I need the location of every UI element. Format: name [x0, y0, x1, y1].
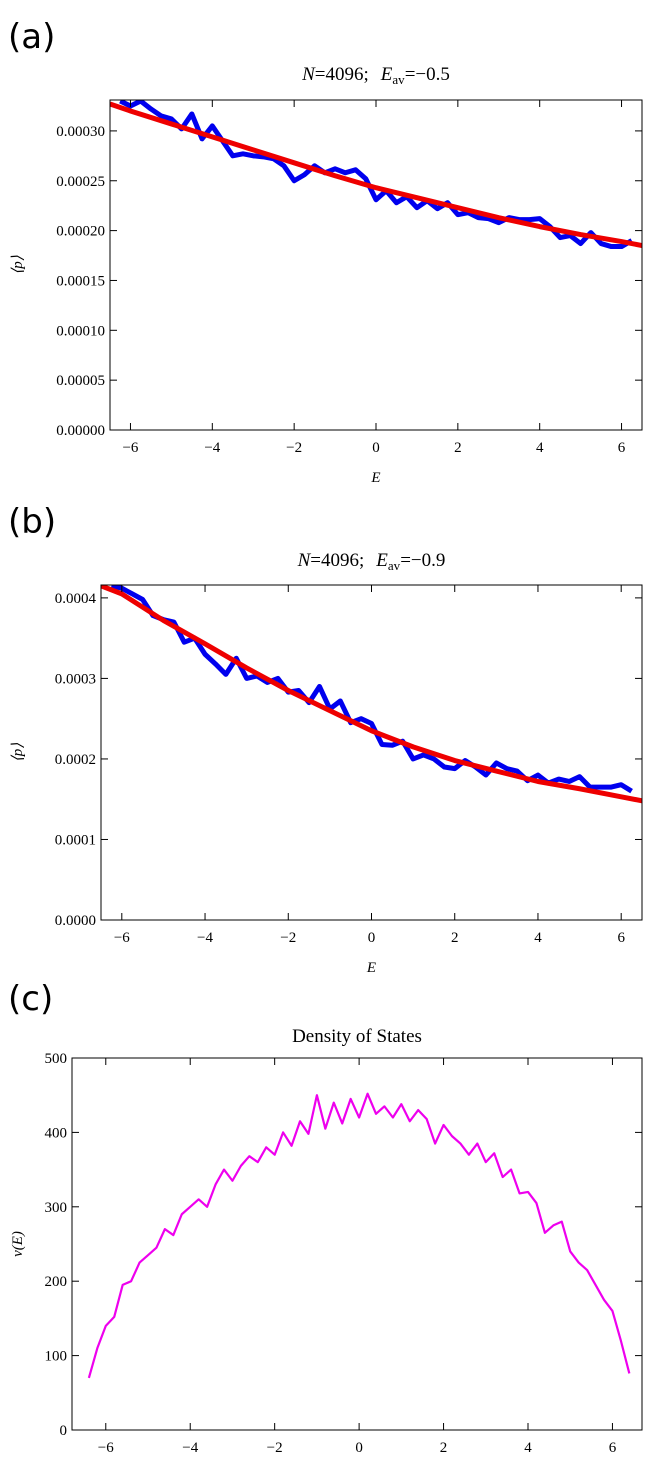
- title-part: =4096;: [310, 550, 364, 571]
- data-line: [110, 585, 633, 794]
- y-tick-label: 300: [45, 1200, 68, 1216]
- y-tick-label: 200: [45, 1274, 68, 1290]
- data-line: [119, 100, 634, 250]
- chart-panel: (c) Density of States −6 −4 −2 0 2 4 6 0 100 200 300…: [8, 979, 643, 1472]
- y-tick-label: 0.0001: [55, 832, 96, 848]
- x-axis-label: E: [351, 1470, 361, 1472]
- x-tick-label: −4: [182, 1440, 198, 1456]
- x-tick-label: −4: [204, 440, 220, 456]
- title-part: =−0.5: [405, 64, 450, 85]
- y-tick-label: 0.00015: [56, 273, 105, 289]
- y-tick-label: 400: [45, 1125, 68, 1141]
- chart-title: N=4096; Eav=−0.9: [297, 550, 446, 573]
- title-part: av: [388, 558, 401, 573]
- x-tick-label: 2: [440, 1440, 448, 1456]
- x-tick-label: −6: [114, 930, 130, 946]
- data-line: [110, 101, 642, 249]
- x-tick-label: 6: [609, 1440, 617, 1456]
- y-tick-label: 0.00025: [56, 174, 105, 190]
- title-part: =−0.9: [400, 550, 445, 571]
- title-part: av: [392, 72, 405, 87]
- x-tick-label: 4: [534, 930, 542, 946]
- y-tick-label: 0.00005: [56, 373, 105, 389]
- y-axis-label: ν(E): [10, 1231, 26, 1257]
- y-tick-label: 0.0000: [55, 913, 96, 929]
- title-part: N: [301, 64, 316, 85]
- x-tick-label: −2: [280, 930, 296, 946]
- chart-panel: (b) N=4096; Eav=−0.9 −6 −4 −2 0 2 4 6 0.0000 0.0001…: [8, 502, 643, 976]
- panel-label: (c): [8, 979, 53, 1019]
- y-tick-label: 0.00020: [56, 224, 105, 240]
- x-tick-label: 0: [372, 440, 380, 456]
- x-tick-label: 2: [451, 930, 459, 946]
- x-tick-label: −4: [197, 930, 213, 946]
- x-tick-label: 6: [617, 930, 625, 946]
- x-tick-label: 0: [355, 1440, 363, 1456]
- x-tick-label: 2: [454, 440, 462, 456]
- title-part: Density of States: [292, 1026, 422, 1047]
- plot-frame: [71, 1057, 643, 1431]
- plot-frame: [109, 99, 643, 431]
- x-tick-label: 4: [524, 1440, 532, 1456]
- data-line: [87, 1092, 631, 1379]
- y-tick-label: 100: [45, 1349, 68, 1365]
- y-tick-label: 500: [45, 1051, 68, 1067]
- title-part: N: [297, 550, 312, 571]
- title-part: E: [375, 550, 388, 571]
- chart-title: Density of States: [292, 1026, 422, 1047]
- data-line: [101, 585, 642, 804]
- y-tick-label: 0.0002: [55, 752, 96, 768]
- y-tick-label: 0: [60, 1423, 68, 1439]
- x-tick-label: 6: [618, 440, 626, 456]
- panel-label: (b): [8, 502, 56, 542]
- x-tick-label: 4: [536, 440, 544, 456]
- x-axis-label: E: [366, 960, 376, 976]
- chart-title: N=4096; Eav=−0.5: [301, 64, 450, 87]
- y-axis-label: ⟨p⟩: [10, 743, 26, 762]
- title-part: E: [380, 64, 393, 85]
- x-tick-label: −2: [286, 440, 302, 456]
- x-tick-label: −2: [267, 1440, 283, 1456]
- title-part: =4096;: [315, 64, 369, 85]
- chart-panel: (a) N=4096; Eav=−0.5 −6 −4 −2 0 2 4 6 0.00000 0.000…: [8, 17, 643, 486]
- x-tick-label: 0: [368, 930, 376, 946]
- y-tick-label: 0.00000: [56, 423, 105, 439]
- y-tick-label: 0.00010: [56, 323, 105, 339]
- panel-label: (a): [8, 17, 55, 57]
- x-tick-label: −6: [122, 440, 138, 456]
- y-tick-label: 0.0004: [55, 591, 97, 607]
- x-tick-label: −6: [98, 1440, 114, 1456]
- x-axis-label: E: [370, 470, 380, 486]
- y-axis-label: ⟨p⟩: [10, 255, 26, 274]
- y-tick-label: 0.00030: [56, 124, 105, 140]
- y-tick-label: 0.0003: [55, 671, 96, 687]
